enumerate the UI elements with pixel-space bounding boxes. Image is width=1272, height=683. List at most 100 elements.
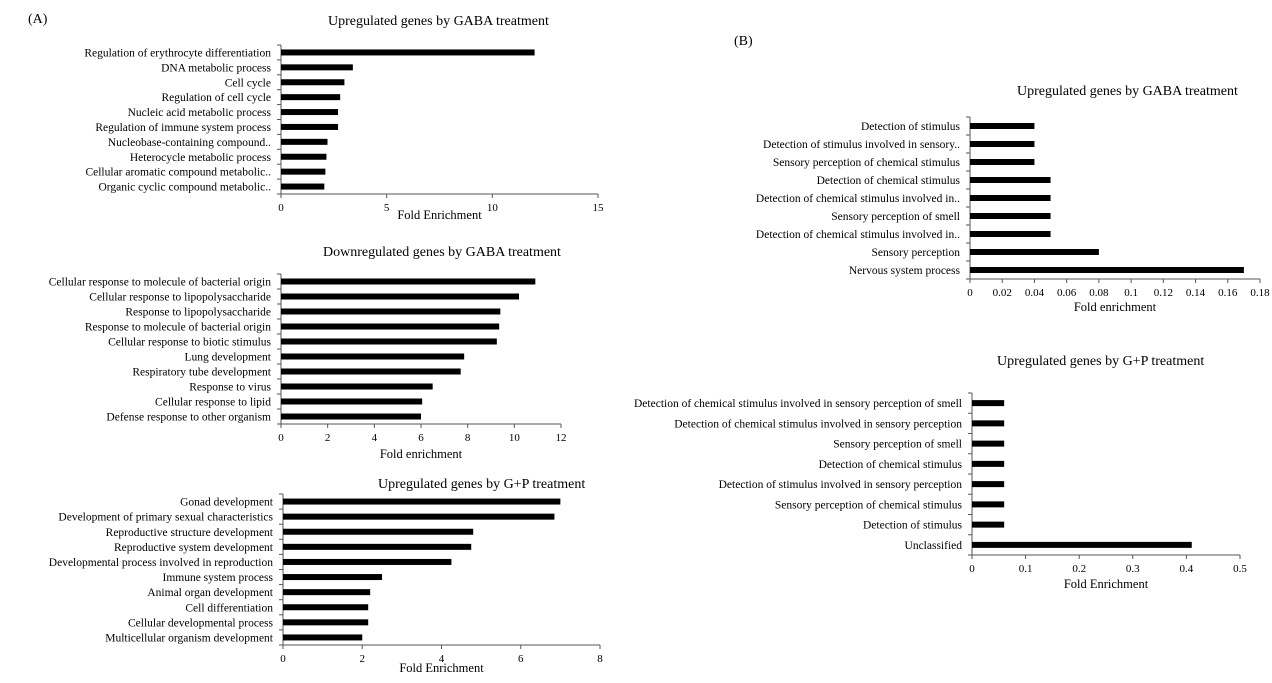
bar [283,498,561,505]
category-label: Developmental process involved in reprod… [49,557,273,569]
category-label: Cellular aromatic compound metabolic.. [85,167,271,179]
bar [972,400,1005,407]
category-label: Regulation of cell cycle [161,92,271,104]
x-tick-label: 2 [325,432,331,444]
category-label: Detection of stimulus [863,520,963,532]
x-axis-label: Fold Enrichment [399,661,484,675]
bar [283,574,383,581]
bar [281,109,339,116]
bar [970,177,1051,183]
x-tick-label: 0.04 [1025,287,1045,299]
category-label: Response to virus [189,382,271,394]
category-label: Response to lipopolysaccharide [125,307,271,319]
bar [972,460,1005,467]
x-tick-label: 0 [278,202,284,214]
chart-4: Upregulated genes by GABA treatment Detec… [756,84,1270,314]
category-label: Animal organ development [147,587,273,599]
bar [281,64,353,71]
bar [283,619,369,626]
category-label: Multicellular organism development [105,632,274,644]
category-label: Unclassified [905,540,963,552]
category-label: Detection of stimulus involved in sensor… [719,479,963,491]
bar [283,528,474,535]
x-tick-label: 0.16 [1218,287,1238,299]
bar [972,541,1192,548]
category-label: Development of primary sexual characteri… [58,512,273,524]
x-tick-label: 12 [556,432,567,444]
bar [972,420,1005,427]
x-tick-label: 0.1 [1124,287,1138,299]
bar [283,543,472,550]
x-tick-label: 6 [518,653,524,665]
chart-5: Upregulated genes by G+P treatment Detect… [634,354,1247,591]
bar [281,138,328,145]
bar [281,398,423,405]
category-label: Sensory perception [872,247,961,259]
x-tick-label: 6 [418,432,424,444]
category-label: Nucleobase-containing compound.. [108,137,271,149]
panel-label-b: (B) [734,34,753,49]
category-label: Cellular response to biotic stimulus [108,337,271,349]
bar [281,368,461,375]
category-label: Detection of chemical stimulus [817,175,961,187]
bar [283,604,369,611]
bar [972,521,1005,528]
category-label: Detection of chemical stimulus involved … [756,193,960,205]
x-tick-label: 0.3 [1126,563,1140,575]
x-tick-label: 0 [278,432,284,444]
bar [281,94,341,101]
x-tick-label: 0.18 [1250,287,1270,299]
category-label: Organic cyclic compound metabolic.. [98,182,271,194]
x-axis-label: Fold Enrichment [1064,577,1149,591]
bar [281,323,500,330]
category-label: Detection of chemical stimulus involved … [756,229,960,241]
category-label: Detection of chemical stimulus involved … [634,398,962,410]
x-tick-label: 4 [372,432,378,444]
category-label: Reproductive system development [114,542,274,554]
bar [972,481,1005,488]
category-label: Respiratory tube development [132,367,271,379]
category-label: Sensory perception of smell [831,211,960,223]
chart-title: Upregulated genes by G+P treatment [997,354,1204,369]
bar [281,49,535,56]
category-label: Cell differentiation [185,602,273,614]
chart-title: Upregulated genes by GABA treatment [1017,84,1238,99]
x-tick-label: 0 [967,287,973,299]
chart-title: Downregulated genes by GABA treatment [323,245,561,260]
bar [281,183,325,190]
panel-label-a: (A) [28,12,48,27]
category-label: Defense response to other organism [106,412,271,424]
x-tick-label: 0.1 [1019,563,1033,575]
category-label: Immune system process [162,572,273,584]
bar [283,589,371,596]
bar [281,293,519,300]
category-label: Gonad development [180,497,274,509]
x-tick-label: 0.02 [993,287,1012,299]
x-tick-label: 10 [509,432,521,444]
x-tick-label: 8 [597,653,603,665]
category-label: DNA metabolic process [161,62,271,74]
category-label: Response to molecule of bacterial origin [85,322,271,334]
x-tick-label: 0.4 [1180,563,1194,575]
category-label: Cellular response to lipopolysaccharide [89,292,271,304]
bar [281,383,433,390]
category-label: Detection of stimulus [861,121,961,133]
chart-1: Upregulated genes by GABA treatment Regul… [84,14,604,222]
category-label: Lung development [184,352,271,364]
bar [972,501,1005,508]
x-axis-label: Fold enrichment [1074,300,1157,314]
x-tick-label: 15 [593,202,605,214]
bar [281,338,497,345]
chart-3: Upregulated genes by G+P treatment Gonad … [49,477,603,675]
bar [970,231,1051,237]
bar [281,153,327,160]
category-label: Detection of chemical stimulus involved … [674,418,962,430]
category-label: Sensory perception of chemical stimulus [773,157,961,169]
category-label: Nervous system process [849,265,961,277]
x-tick-label: 0.08 [1089,287,1109,299]
x-tick-label: 8 [465,432,471,444]
bar [281,413,421,420]
bar [283,513,555,520]
